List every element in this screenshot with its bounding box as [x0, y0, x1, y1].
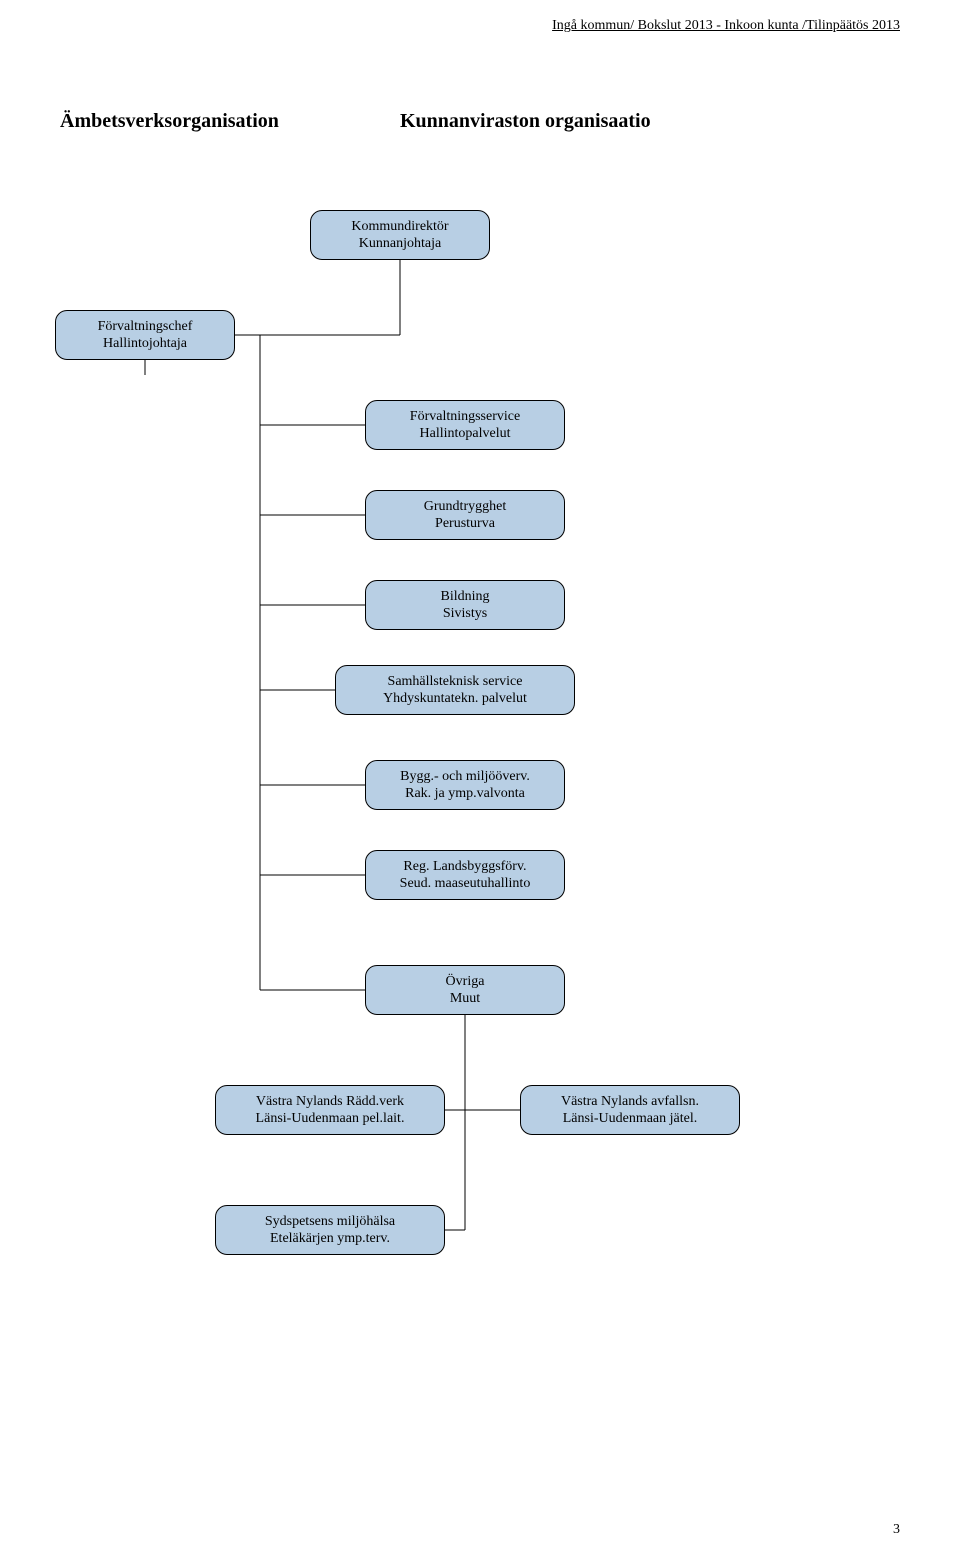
node-line2: Hallintopalvelut [376, 425, 554, 443]
node-education: Bildning Sivistys [365, 580, 565, 630]
node-line2: Yhdyskuntatekn. palvelut [346, 690, 564, 708]
node-line1: Grundtrygghet [376, 498, 554, 516]
node-line1: Västra Nylands Rädd.verk [226, 1093, 434, 1111]
node-line1: Reg. Landsbyggsförv. [376, 858, 554, 876]
node-line2: Länsi-Uudenmaan jätel. [531, 1110, 729, 1128]
node-line2: Kunnanjohtaja [321, 235, 479, 253]
node-welfare: Grundtrygghet Perusturva [365, 490, 565, 540]
node-director: Kommundirektör Kunnanjohtaja [310, 210, 490, 260]
node-line1: Bygg.- och miljööverv. [376, 768, 554, 786]
node-line1: Förvaltningsservice [376, 408, 554, 426]
node-line2: Muut [376, 990, 554, 1008]
node-line2: Eteläkärjen ymp.terv. [226, 1230, 434, 1248]
title-left: Ämbetsverksorganisation [60, 110, 279, 133]
node-line2: Seud. maaseutuhallinto [376, 875, 554, 893]
node-other: Övriga Muut [365, 965, 565, 1015]
node-admin-chief: Förvaltningschef Hallintojohtaja [55, 310, 235, 360]
node-envhealth: Sydspetsens miljöhälsa Eteläkärjen ymp.t… [215, 1205, 445, 1255]
node-admin-service: Förvaltningsservice Hallintopalvelut [365, 400, 565, 450]
node-technical: Samhällsteknisk service Yhdyskuntatekn. … [335, 665, 575, 715]
node-building: Bygg.- och miljööverv. Rak. ja ymp.valvo… [365, 760, 565, 810]
node-line2: Sivistys [376, 605, 554, 623]
node-waste: Västra Nylands avfallsn. Länsi-Uudenmaan… [520, 1085, 740, 1135]
node-line1: Sydspetsens miljöhälsa [226, 1213, 434, 1231]
node-line2: Länsi-Uudenmaan pel.lait. [226, 1110, 434, 1128]
node-line1: Samhällsteknisk service [346, 673, 564, 691]
title-right: Kunnanviraston organisaatio [400, 110, 651, 133]
node-rescue: Västra Nylands Rädd.verk Länsi-Uudenmaan… [215, 1085, 445, 1135]
node-line2: Hallintojohtaja [66, 335, 224, 353]
node-line1: Förvaltningschef [66, 318, 224, 336]
node-line2: Perusturva [376, 515, 554, 533]
node-line1: Övriga [376, 973, 554, 991]
node-line2: Rak. ja ymp.valvonta [376, 785, 554, 803]
node-line1: Bildning [376, 588, 554, 606]
page-number: 3 [893, 1522, 900, 1538]
node-line1: Kommundirektör [321, 218, 479, 236]
node-line1: Västra Nylands avfallsn. [531, 1093, 729, 1111]
node-rural: Reg. Landsbyggsförv. Seud. maaseutuhalli… [365, 850, 565, 900]
page-header: Ingå kommun/ Bokslut 2013 - Inkoon kunta… [552, 18, 900, 34]
